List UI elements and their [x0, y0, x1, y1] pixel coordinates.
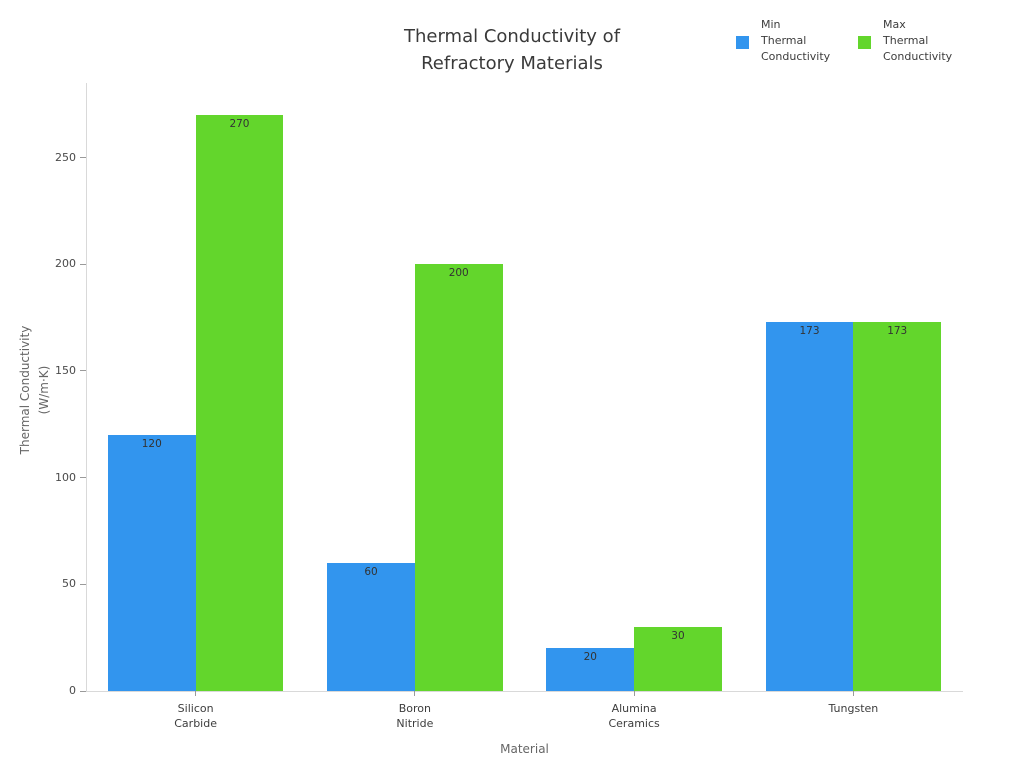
- bar-min-boron-nitride: [327, 562, 415, 691]
- legend-item-min[interactable]: Min Thermal Conductivity: [736, 17, 830, 65]
- bar-max-tungsten: [853, 321, 942, 691]
- y-tick-mark: [80, 370, 86, 372]
- y-tick-label: 100: [55, 470, 76, 484]
- y-tick-mark: [80, 583, 86, 585]
- y-axis-line: [86, 83, 87, 691]
- y-tick-label: 150: [55, 363, 76, 377]
- legend-item-max[interactable]: Max Thermal Conductivity: [858, 17, 952, 65]
- bar-value-label: 20: [583, 651, 597, 664]
- bar-value-label: 30: [671, 629, 685, 642]
- y-tick-mark: [80, 477, 86, 479]
- x-tick-label-boron-nitride: Boron Nitride: [396, 702, 434, 730]
- legend-label: Max Thermal Conductivity: [883, 18, 953, 63]
- legend-swatch-min: [736, 36, 749, 49]
- bar-min-alumina-ceramics: [546, 648, 635, 691]
- y-tick-mark: [80, 690, 86, 692]
- x-tick-mark: [195, 691, 197, 696]
- y-tick-label: 0: [69, 684, 76, 697]
- y-tick-label: 200: [55, 257, 76, 271]
- x-axis-title: Material: [500, 742, 549, 756]
- legend-swatch-max: [858, 36, 871, 49]
- bar-value-label: 173: [799, 324, 820, 337]
- y-tick-mark: [80, 157, 86, 159]
- legend-label: Min Thermal Conductivity: [761, 18, 831, 63]
- y-tick-mark: [80, 263, 86, 265]
- x-tick-label-tungsten: Tungsten: [828, 702, 879, 715]
- x-tick-label-alumina-ceramics: Alumina Ceramics: [608, 702, 660, 730]
- bar-value-label: 200: [448, 267, 469, 280]
- bar-max-boron-nitride: [414, 264, 503, 691]
- y-axis-title: Thermal Conductivity (W/m·K): [18, 325, 51, 455]
- bar-value-label: 270: [229, 117, 250, 130]
- bar-min-tungsten: [765, 321, 854, 691]
- y-tick-label: 50: [62, 577, 76, 591]
- bar-value-label: 173: [887, 324, 908, 337]
- bar-value-label: 60: [364, 565, 378, 578]
- x-tick-mark: [852, 691, 854, 696]
- y-tick-label: 250: [55, 150, 76, 164]
- x-tick-mark: [633, 691, 635, 696]
- bar-min-silicon-carbide: [107, 434, 196, 691]
- x-tick-label-silicon-carbide: Silicon Carbide: [174, 702, 217, 730]
- bar-max-alumina-ceramics: [634, 626, 722, 691]
- x-tick-mark: [414, 691, 416, 696]
- bar-value-label: 120: [141, 437, 162, 450]
- bar-max-silicon-carbide: [195, 114, 284, 691]
- chart-title: Thermal Conductivity of Refractory Mater…: [403, 26, 621, 74]
- x-axis-line: [86, 691, 963, 692]
